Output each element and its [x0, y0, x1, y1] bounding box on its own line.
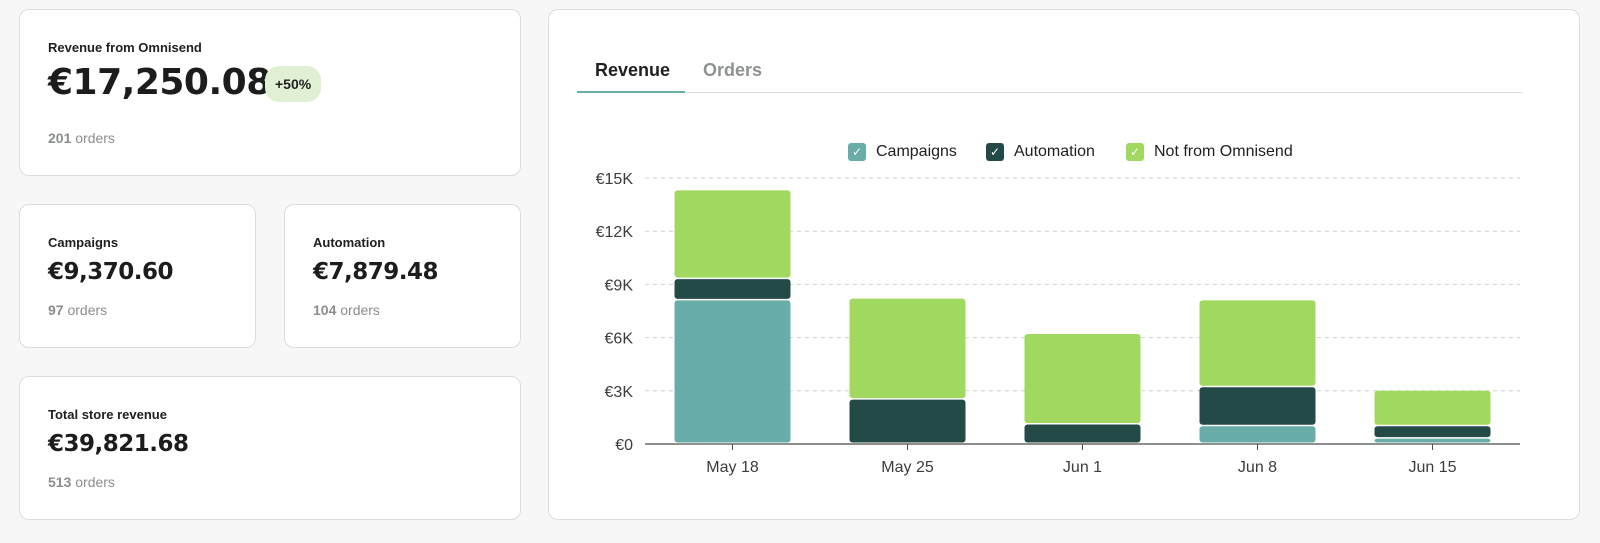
- orders-label: orders: [75, 130, 115, 146]
- orders-count: 104 orders: [313, 302, 380, 318]
- orders-count: 97 orders: [48, 302, 107, 318]
- chart-card: Revenue Orders ✓ Campaigns ✓ Automation …: [548, 9, 1580, 520]
- total-revenue-card: Total store revenue €39,821.68 513 order…: [19, 376, 521, 520]
- card-title: Campaigns: [48, 235, 119, 250]
- legend-label: Automation: [1014, 143, 1095, 160]
- orders-number: 104: [313, 302, 337, 318]
- legend-label: Campaigns: [876, 143, 957, 160]
- orders-number: 97: [48, 302, 64, 318]
- orders-label: orders: [67, 302, 108, 318]
- legend-item-automation[interactable]: ✓ Automation: [986, 142, 1095, 162]
- orders-count: 513 orders: [48, 474, 115, 490]
- campaigns-value: €9,370.60: [48, 259, 174, 285]
- card-title: Revenue from Omnisend: [48, 40, 202, 55]
- orders-label: orders: [340, 302, 380, 318]
- check-icon: ✓: [986, 143, 1004, 161]
- orders-label: orders: [75, 474, 115, 490]
- orders-count: 201 orders: [48, 130, 115, 146]
- omnisend-revenue-value: €17,250.08: [48, 62, 271, 103]
- card-title: Automation: [313, 235, 386, 250]
- tab-orders[interactable]: Orders: [703, 60, 763, 80]
- card-title: Total store revenue: [48, 407, 167, 422]
- orders-number: 201: [48, 130, 72, 146]
- omnisend-revenue-card: Revenue from Omnisend €17,250.08 +50% 20…: [19, 9, 521, 176]
- legend-item-campaigns[interactable]: ✓ Campaigns: [848, 142, 957, 162]
- active-tab-underline: [577, 91, 685, 93]
- legend-item-not-from-omnisend[interactable]: ✓ Not from Omnisend: [1126, 142, 1293, 162]
- check-icon: ✓: [1126, 143, 1144, 161]
- total-revenue-value: €39,821.68: [48, 431, 189, 457]
- tab-revenue[interactable]: Revenue: [595, 60, 671, 80]
- automation-value: €7,879.48: [313, 259, 439, 285]
- growth-badge: +50%: [265, 66, 322, 102]
- orders-number: 513: [48, 474, 72, 490]
- legend-label: Not from Omnisend: [1154, 143, 1293, 160]
- tabs-divider: [577, 92, 1522, 93]
- campaigns-card: Campaigns €9,370.60 97 orders: [19, 204, 256, 348]
- check-icon: ✓: [848, 143, 866, 161]
- automation-card: Automation €7,879.48 104 orders: [284, 204, 521, 348]
